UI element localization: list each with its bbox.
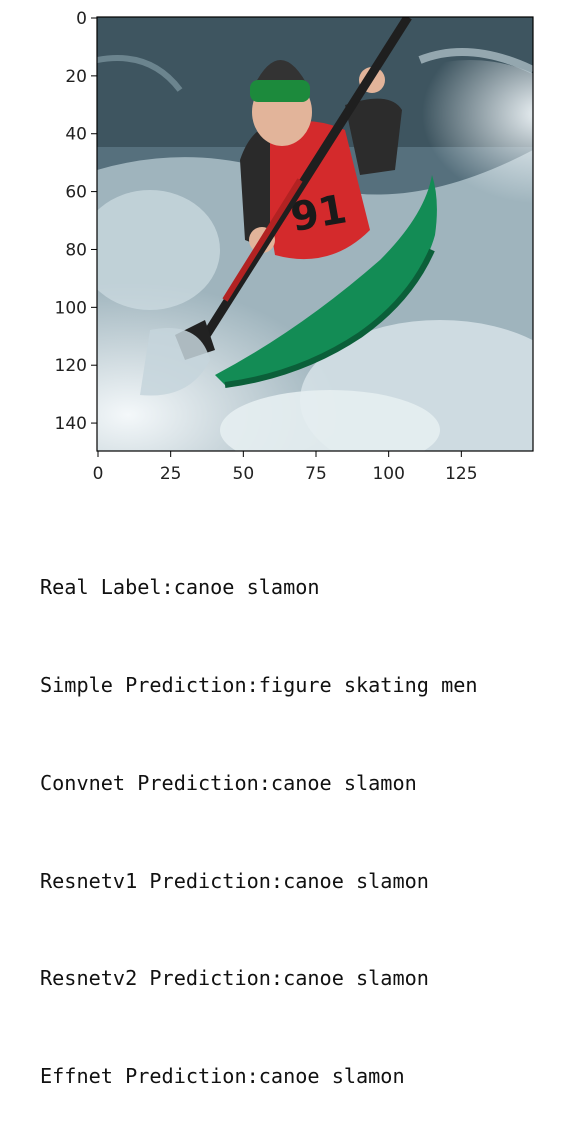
- resnetv2-prediction-line: Resnetv2 Prediction:canoe slamon: [40, 966, 429, 991]
- x-tick-label: 0: [93, 464, 104, 484]
- x-tick-label: 100: [372, 464, 404, 484]
- y-tick-label: 120: [55, 356, 87, 376]
- y-tick-label: 20: [65, 67, 87, 87]
- x-tick-label: 125: [445, 464, 477, 484]
- real-label-line: Real Label:canoe slamon: [40, 575, 320, 600]
- y-tick-label: 0: [76, 9, 87, 29]
- x-tick-label: 75: [305, 464, 327, 484]
- y-tick-label: 140: [55, 414, 87, 434]
- convnet-prediction-line: Convnet Prediction:canoe slamon: [40, 770, 417, 795]
- x-tick-label: 25: [160, 464, 182, 484]
- y-axis: 0 20 40 60 80 100 120 140: [55, 9, 97, 434]
- kayak-photo: 91: [97, 17, 533, 451]
- simple-prediction-line: Simple Prediction:figure skating men: [40, 672, 478, 697]
- resnetv1-prediction-line: Resnetv1 Prediction:canoe slamon: [40, 868, 429, 893]
- y-tick-label: 80: [65, 240, 87, 260]
- x-axis: 0 25 50 75 100 125: [93, 451, 478, 484]
- prediction-output: Real Label:canoe slamon Simple Predictio…: [40, 506, 478, 1125]
- y-tick-label: 40: [65, 125, 87, 145]
- x-tick-label: 50: [233, 464, 255, 484]
- effnet-prediction-line: Effnet Prediction:canoe slamon: [40, 1064, 405, 1089]
- y-tick-label: 100: [55, 298, 87, 318]
- image-plot: 91 0 25 50 75 100 125 0 20 40 60 80 100 120 140: [55, 9, 534, 484]
- y-tick-label: 60: [65, 183, 87, 203]
